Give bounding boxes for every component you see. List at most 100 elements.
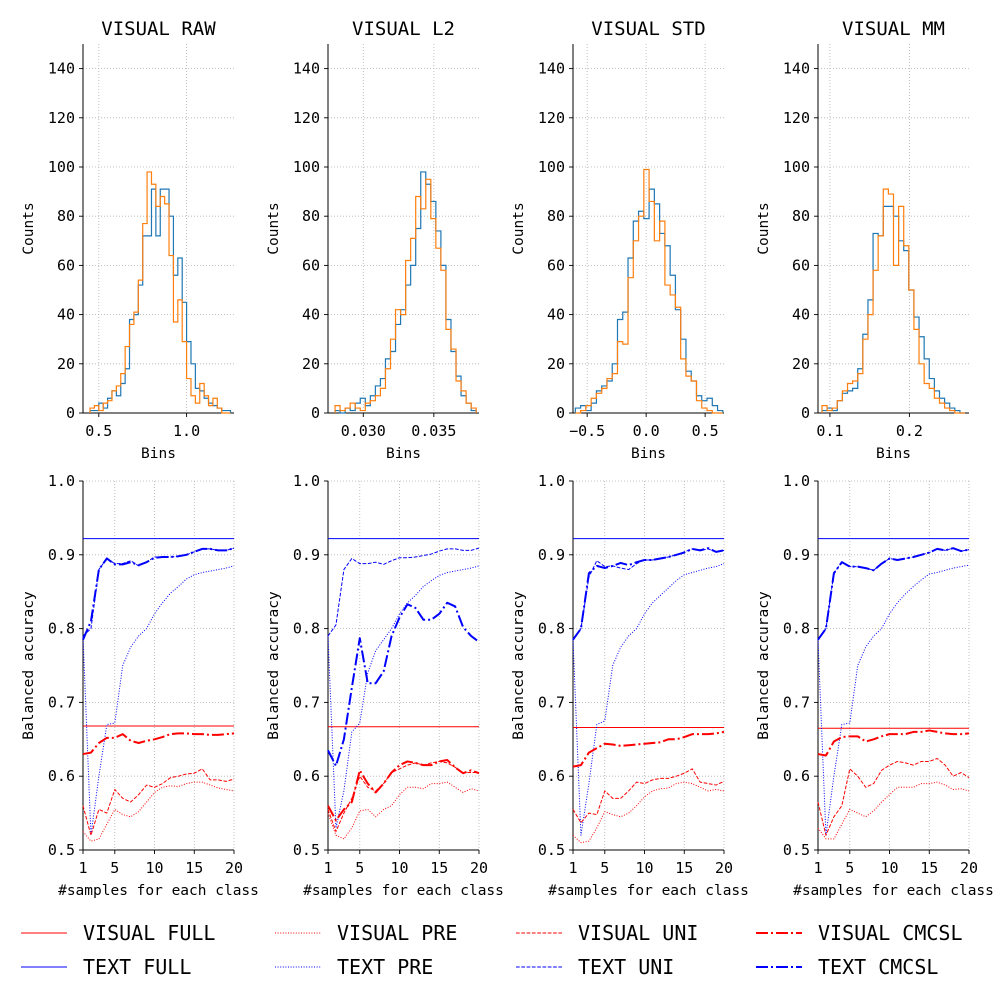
histogram-panel: −0.5 0.0 0.5 0 20 40 60 80 100 120 140 Bins Counts VI… (511, 18, 724, 462)
series-line-visual-pre (82, 781, 235, 842)
x-tick-label: 15 (185, 859, 203, 877)
y-tick-label: 0.9 (538, 546, 565, 564)
y-tick-label: 40 (792, 306, 810, 324)
x-tick-label: 20 (470, 859, 488, 877)
legend-label: TEXT UNI (578, 955, 674, 979)
x-tick-label: 5 (600, 859, 609, 877)
y-tick-label: 140 (783, 60, 810, 78)
y-tick-label: 0.9 (783, 546, 810, 564)
y-tick-label: 0.7 (293, 693, 320, 711)
x-tick-label: 1.0 (173, 422, 200, 440)
x-tick-label: 20 (960, 859, 978, 877)
legend-label: VISUAL PRE (337, 921, 457, 945)
histogram-panel: 0.1 0.2 0 20 40 60 80 100 120 140 Bins Counts VISUAL… (756, 18, 969, 462)
legend: VISUAL FULL TEXT FULL VISUAL PRE TEXT PRE VI… (21, 921, 963, 979)
y-tick-label: 80 (792, 207, 810, 225)
y-tick-label: 0.8 (538, 620, 565, 638)
series-line-text-cmcsl (327, 601, 480, 767)
series-line-visual-uni (82, 768, 235, 836)
y-tick-label: 0.7 (783, 693, 810, 711)
y-axis-label: Balanced accuracy (21, 591, 37, 740)
histogram-step-line (334, 178, 477, 413)
series-line-text-uni (327, 547, 480, 637)
series-line-visual-pre (572, 781, 725, 844)
y-tick-label: 0.7 (538, 693, 565, 711)
y-tick-label: 20 (547, 355, 565, 373)
series-line-visual-uni (817, 757, 970, 836)
x-axis-label: #samples for each class (303, 883, 504, 899)
y-axis-label: Counts (756, 202, 772, 254)
y-tick-label: 0.7 (48, 693, 75, 711)
y-tick-label: 0.5 (48, 841, 75, 859)
y-tick-label: 0.6 (783, 767, 810, 785)
y-tick-label: 100 (538, 158, 565, 176)
legend-label: TEXT FULL (83, 955, 191, 979)
y-tick-label: 0 (556, 404, 565, 422)
y-tick-label: 0 (311, 404, 320, 422)
x-axis-label: Bins (631, 446, 666, 462)
x-tick-label: 0.035 (411, 422, 456, 440)
x-axis-label: #samples for each class (548, 883, 749, 899)
series-line-text-uni (572, 548, 725, 640)
series-line-visual-pre (327, 781, 480, 840)
accuracy-panel: 1 5 10 15 200.50.60.70.80.91.0#samples for e… (266, 472, 504, 899)
y-tick-label: 60 (57, 256, 75, 274)
y-tick-label: 60 (302, 256, 320, 274)
y-tick-label: 80 (57, 207, 75, 225)
x-tick-label: 0.030 (341, 422, 386, 440)
y-tick-label: 0.8 (293, 620, 320, 638)
y-tick-label: 0.5 (538, 841, 565, 859)
y-tick-label: 140 (538, 60, 565, 78)
y-tick-label: 40 (547, 306, 565, 324)
y-tick-label: 100 (48, 158, 75, 176)
series-line-text-pre (327, 565, 480, 829)
series-line-text-uni (817, 547, 970, 640)
x-tick-label: 1 (323, 859, 332, 877)
y-tick-label: 140 (293, 60, 320, 78)
x-tick-label: 10 (635, 859, 653, 877)
histogram-step-line (574, 188, 724, 413)
x-tick-label: 0.1 (816, 422, 843, 440)
x-tick-label: 15 (675, 859, 693, 877)
y-tick-label: 20 (302, 355, 320, 373)
histogram-panel: 0.5 1.0 0 20 40 60 80 100 120 140 Bins Counts VISUAL… (21, 18, 234, 462)
x-tick-label: 5 (355, 859, 364, 877)
y-tick-label: 40 (302, 306, 320, 324)
y-tick-label: 0.8 (48, 620, 75, 638)
accuracy-panel: 1 5 10 15 200.50.60.70.80.91.0#samples for e… (756, 472, 994, 899)
y-axis-label: Counts (511, 202, 527, 254)
legend-label: TEXT CMCSL (818, 955, 938, 979)
x-tick-label: 10 (880, 859, 898, 877)
y-tick-label: 120 (293, 109, 320, 127)
accuracy-panel: 1 5 10 15 200.50.60.70.80.91.0#samples for e… (21, 472, 259, 899)
series-line-visual-cmcsl (572, 730, 725, 768)
legend-label: VISUAL UNI (578, 921, 698, 945)
accuracy-panel: 1 5 10 15 200.50.60.70.80.91.0#samples for e… (511, 472, 749, 899)
histogram-step-line (89, 188, 232, 413)
series-line-visual-pre (817, 781, 970, 840)
series-line-visual-uni (327, 760, 479, 833)
legend-label: TEXT PRE (337, 955, 433, 979)
y-tick-label: 1.0 (48, 472, 75, 490)
y-tick-label: 20 (57, 355, 75, 373)
y-tick-label: 60 (547, 256, 565, 274)
y-tick-label: 0.6 (293, 767, 320, 785)
x-tick-label: 10 (145, 859, 163, 877)
histogram-step-line (575, 168, 723, 414)
x-tick-label: 10 (390, 859, 408, 877)
y-tick-label: 80 (302, 207, 320, 225)
y-tick-label: 0 (801, 404, 810, 422)
legend-label: VISUAL CMCSL (818, 921, 963, 945)
y-tick-label: 1.0 (538, 472, 565, 490)
x-tick-label: 0.5 (692, 422, 719, 440)
x-tick-label: 20 (225, 859, 243, 877)
y-tick-label: 0.8 (783, 620, 810, 638)
y-tick-label: 0.9 (293, 546, 320, 564)
y-axis-label: Balanced accuracy (756, 591, 772, 740)
y-axis-label: Balanced accuracy (511, 591, 527, 740)
x-axis-label: Bins (141, 446, 176, 462)
y-tick-label: 120 (538, 109, 565, 127)
histogram-step-line (821, 188, 966, 414)
x-tick-label: 0.5 (85, 422, 112, 440)
